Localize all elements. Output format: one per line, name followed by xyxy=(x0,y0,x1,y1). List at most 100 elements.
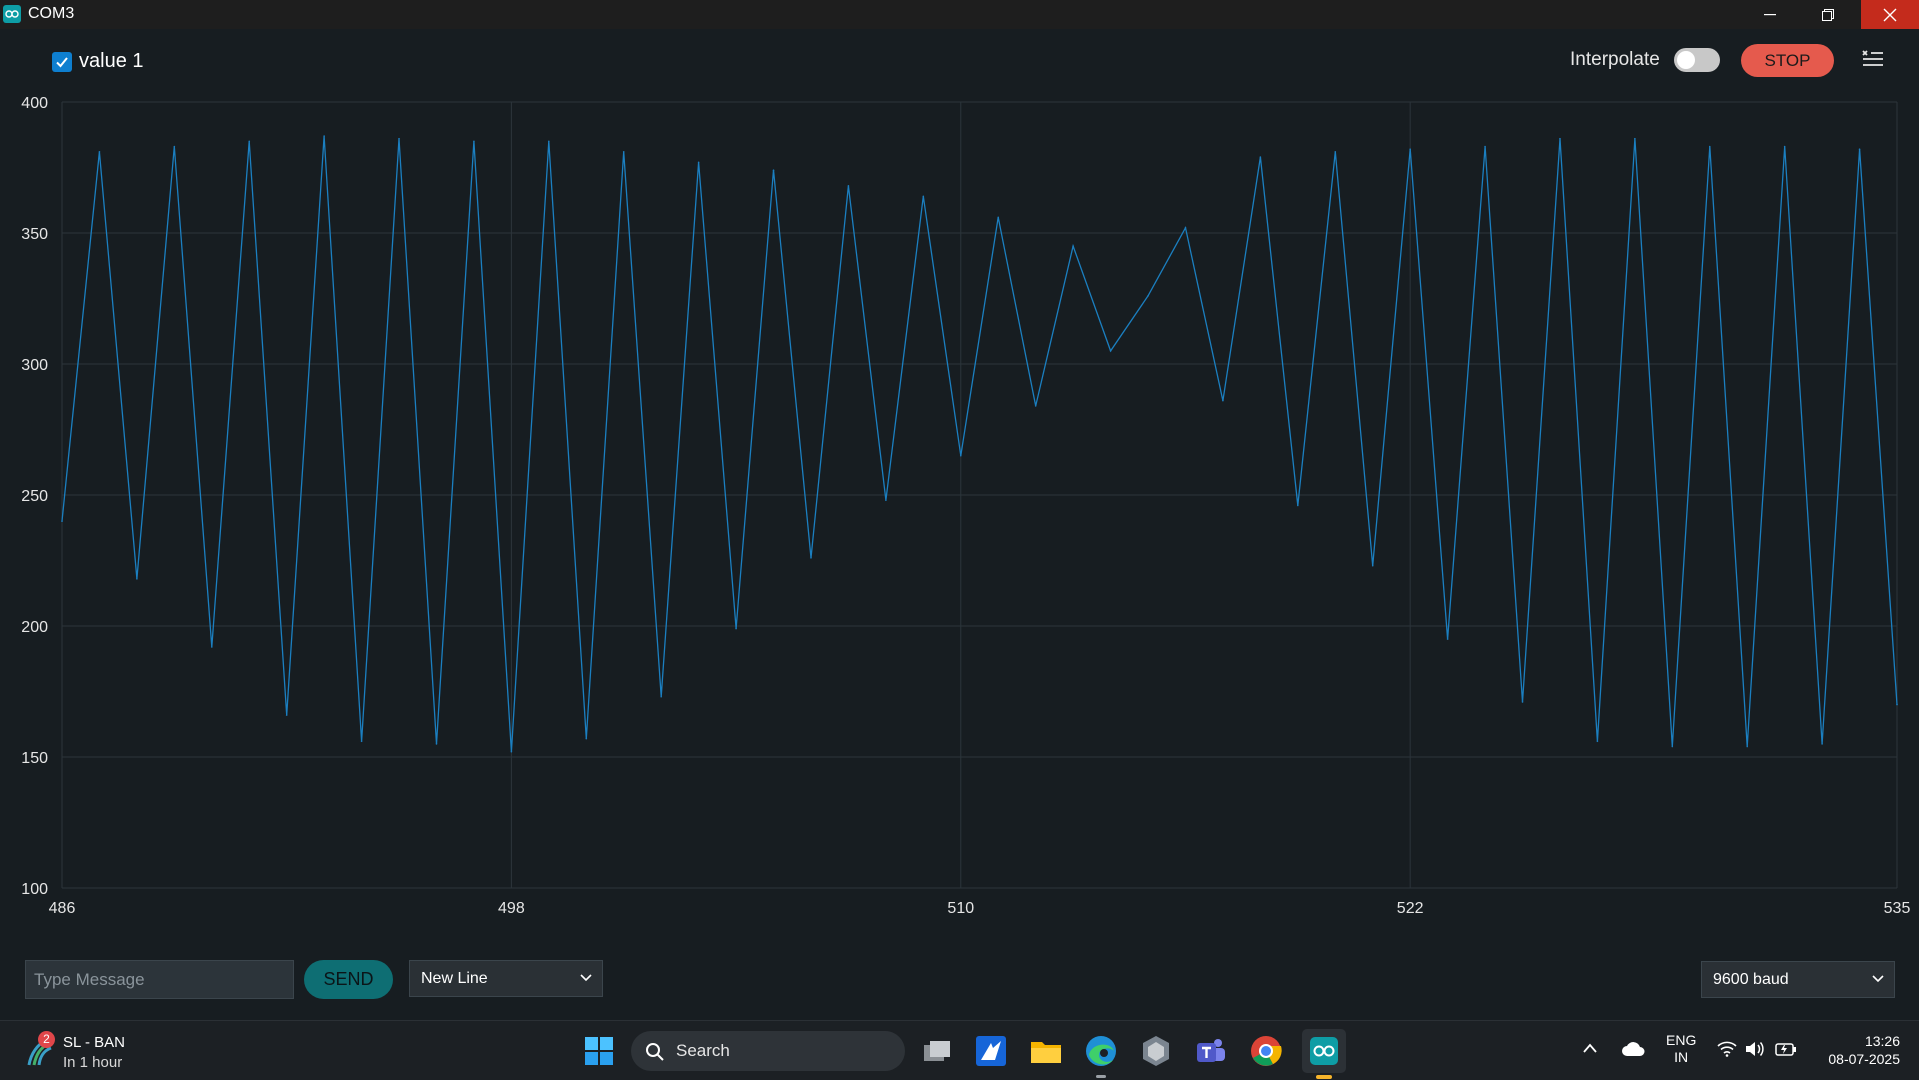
data-point xyxy=(1259,156,1262,158)
chevron-down-icon xyxy=(580,974,592,982)
data-point xyxy=(548,140,550,143)
arduino-button[interactable] xyxy=(1302,1029,1346,1079)
data-point xyxy=(61,520,63,522)
edge-button[interactable] xyxy=(1083,1033,1119,1078)
data-point xyxy=(398,137,400,140)
battery-icon[interactable] xyxy=(1775,1040,1797,1058)
taskbar-app-2[interactable] xyxy=(1138,1033,1174,1069)
data-point xyxy=(1783,145,1786,148)
clock[interactable]: 13:26 08-07-2025 xyxy=(1810,1032,1900,1068)
chevron-up-icon[interactable] xyxy=(1582,1042,1598,1054)
weather-widget[interactable]: 2 SL - BAN In 1 hour xyxy=(25,1031,155,1073)
window-title: COM3 xyxy=(28,5,75,22)
start-button[interactable] xyxy=(584,1036,614,1071)
data-point xyxy=(1034,405,1037,407)
onedrive-icon[interactable] xyxy=(1621,1041,1645,1057)
clear-menu-icon[interactable] xyxy=(1862,48,1884,73)
app-icon xyxy=(976,1036,1006,1066)
taskbar-app-1[interactable] xyxy=(973,1033,1009,1069)
arduino-icon xyxy=(1310,1037,1338,1065)
weather-title: SL - BAN xyxy=(63,1034,125,1051)
send-button[interactable]: SEND xyxy=(304,960,393,999)
restore-button[interactable] xyxy=(1799,0,1857,29)
y-tick-label: 400 xyxy=(21,95,48,112)
series-line-value-1 xyxy=(61,136,1898,752)
chrome-button[interactable] xyxy=(1248,1033,1284,1069)
x-tick-label: 486 xyxy=(49,900,76,917)
data-point xyxy=(1521,701,1524,703)
data-point xyxy=(1072,245,1074,247)
data-point xyxy=(1858,148,1861,150)
search-icon xyxy=(646,1043,664,1061)
data-point xyxy=(510,750,513,753)
data-point xyxy=(1147,295,1149,297)
clock-date: 08-07-2025 xyxy=(1828,1051,1900,1067)
data-point xyxy=(585,737,588,740)
checkmark-icon xyxy=(56,57,68,68)
series-checkbox[interactable] xyxy=(52,52,72,72)
series-label: value 1 xyxy=(79,50,144,72)
data-point xyxy=(735,627,737,630)
language-code: ENG xyxy=(1666,1032,1697,1048)
taskbar-search[interactable]: Search xyxy=(631,1031,905,1071)
weather-subtitle: In 1 hour xyxy=(63,1054,123,1071)
data-point xyxy=(1409,148,1411,150)
title-bar: COM3 xyxy=(0,0,1919,29)
x-tick-label: 498 xyxy=(498,900,525,917)
data-point xyxy=(1446,638,1449,640)
file-explorer-button[interactable] xyxy=(1028,1033,1064,1069)
notification-badge: 2 xyxy=(38,1031,55,1048)
data-point xyxy=(435,743,438,745)
baud-rate-value: 9600 baud xyxy=(1713,971,1789,988)
wifi-icon[interactable] xyxy=(1717,1041,1737,1057)
y-tick-label: 300 xyxy=(21,357,48,374)
data-point xyxy=(1297,504,1299,507)
y-tick-label: 350 xyxy=(21,226,48,243)
x-tick-label: 535 xyxy=(1884,900,1911,917)
data-point xyxy=(810,557,812,559)
line-ending-select[interactable]: New Line xyxy=(409,960,603,997)
data-point xyxy=(1184,226,1187,229)
toggle-knob xyxy=(1677,51,1695,69)
data-point xyxy=(660,695,662,698)
minimize-button[interactable] xyxy=(1741,0,1799,29)
data-point xyxy=(360,740,363,743)
data-point xyxy=(697,161,700,164)
x-axis-ticks: 486 498 510 522 535 xyxy=(49,900,1911,917)
message-input[interactable] xyxy=(25,960,294,999)
data-point xyxy=(136,578,138,580)
chrome-icon xyxy=(1251,1036,1282,1066)
start-icon xyxy=(585,1037,613,1065)
data-point xyxy=(1671,745,1674,748)
data-point xyxy=(1896,703,1898,706)
close-button[interactable] xyxy=(1861,0,1919,29)
data-point xyxy=(1334,150,1337,153)
data-point xyxy=(1371,564,1374,567)
data-point xyxy=(1484,145,1486,148)
x-tick-label: 510 xyxy=(947,900,974,917)
teams-button[interactable] xyxy=(1193,1033,1229,1069)
data-point xyxy=(1222,399,1224,402)
data-point xyxy=(1746,745,1749,748)
interpolate-toggle[interactable] xyxy=(1674,48,1720,72)
taskbar: 2 SL - BAN In 1 hour Search ENG IN xyxy=(0,1020,1919,1080)
volume-icon[interactable] xyxy=(1745,1041,1765,1057)
app-icon xyxy=(1143,1036,1169,1066)
task-view-button[interactable] xyxy=(919,1033,955,1069)
chart-grid xyxy=(61,101,1898,889)
data-point xyxy=(847,185,850,187)
language-indicator[interactable]: ENG IN xyxy=(1666,1032,1696,1066)
close-icon xyxy=(1883,8,1897,21)
data-point xyxy=(885,499,887,502)
data-point xyxy=(1821,743,1823,745)
line-ending-value: New Line xyxy=(421,970,488,987)
baud-rate-select[interactable]: 9600 baud xyxy=(1701,961,1895,998)
data-point xyxy=(1634,137,1636,140)
data-point xyxy=(1708,145,1711,148)
stop-button[interactable]: STOP xyxy=(1741,44,1834,77)
data-point xyxy=(622,150,625,153)
y-tick-label: 150 xyxy=(21,750,48,767)
data-point xyxy=(1559,137,1561,140)
interpolate-label: Interpolate xyxy=(1570,49,1660,70)
data-point xyxy=(772,169,775,171)
